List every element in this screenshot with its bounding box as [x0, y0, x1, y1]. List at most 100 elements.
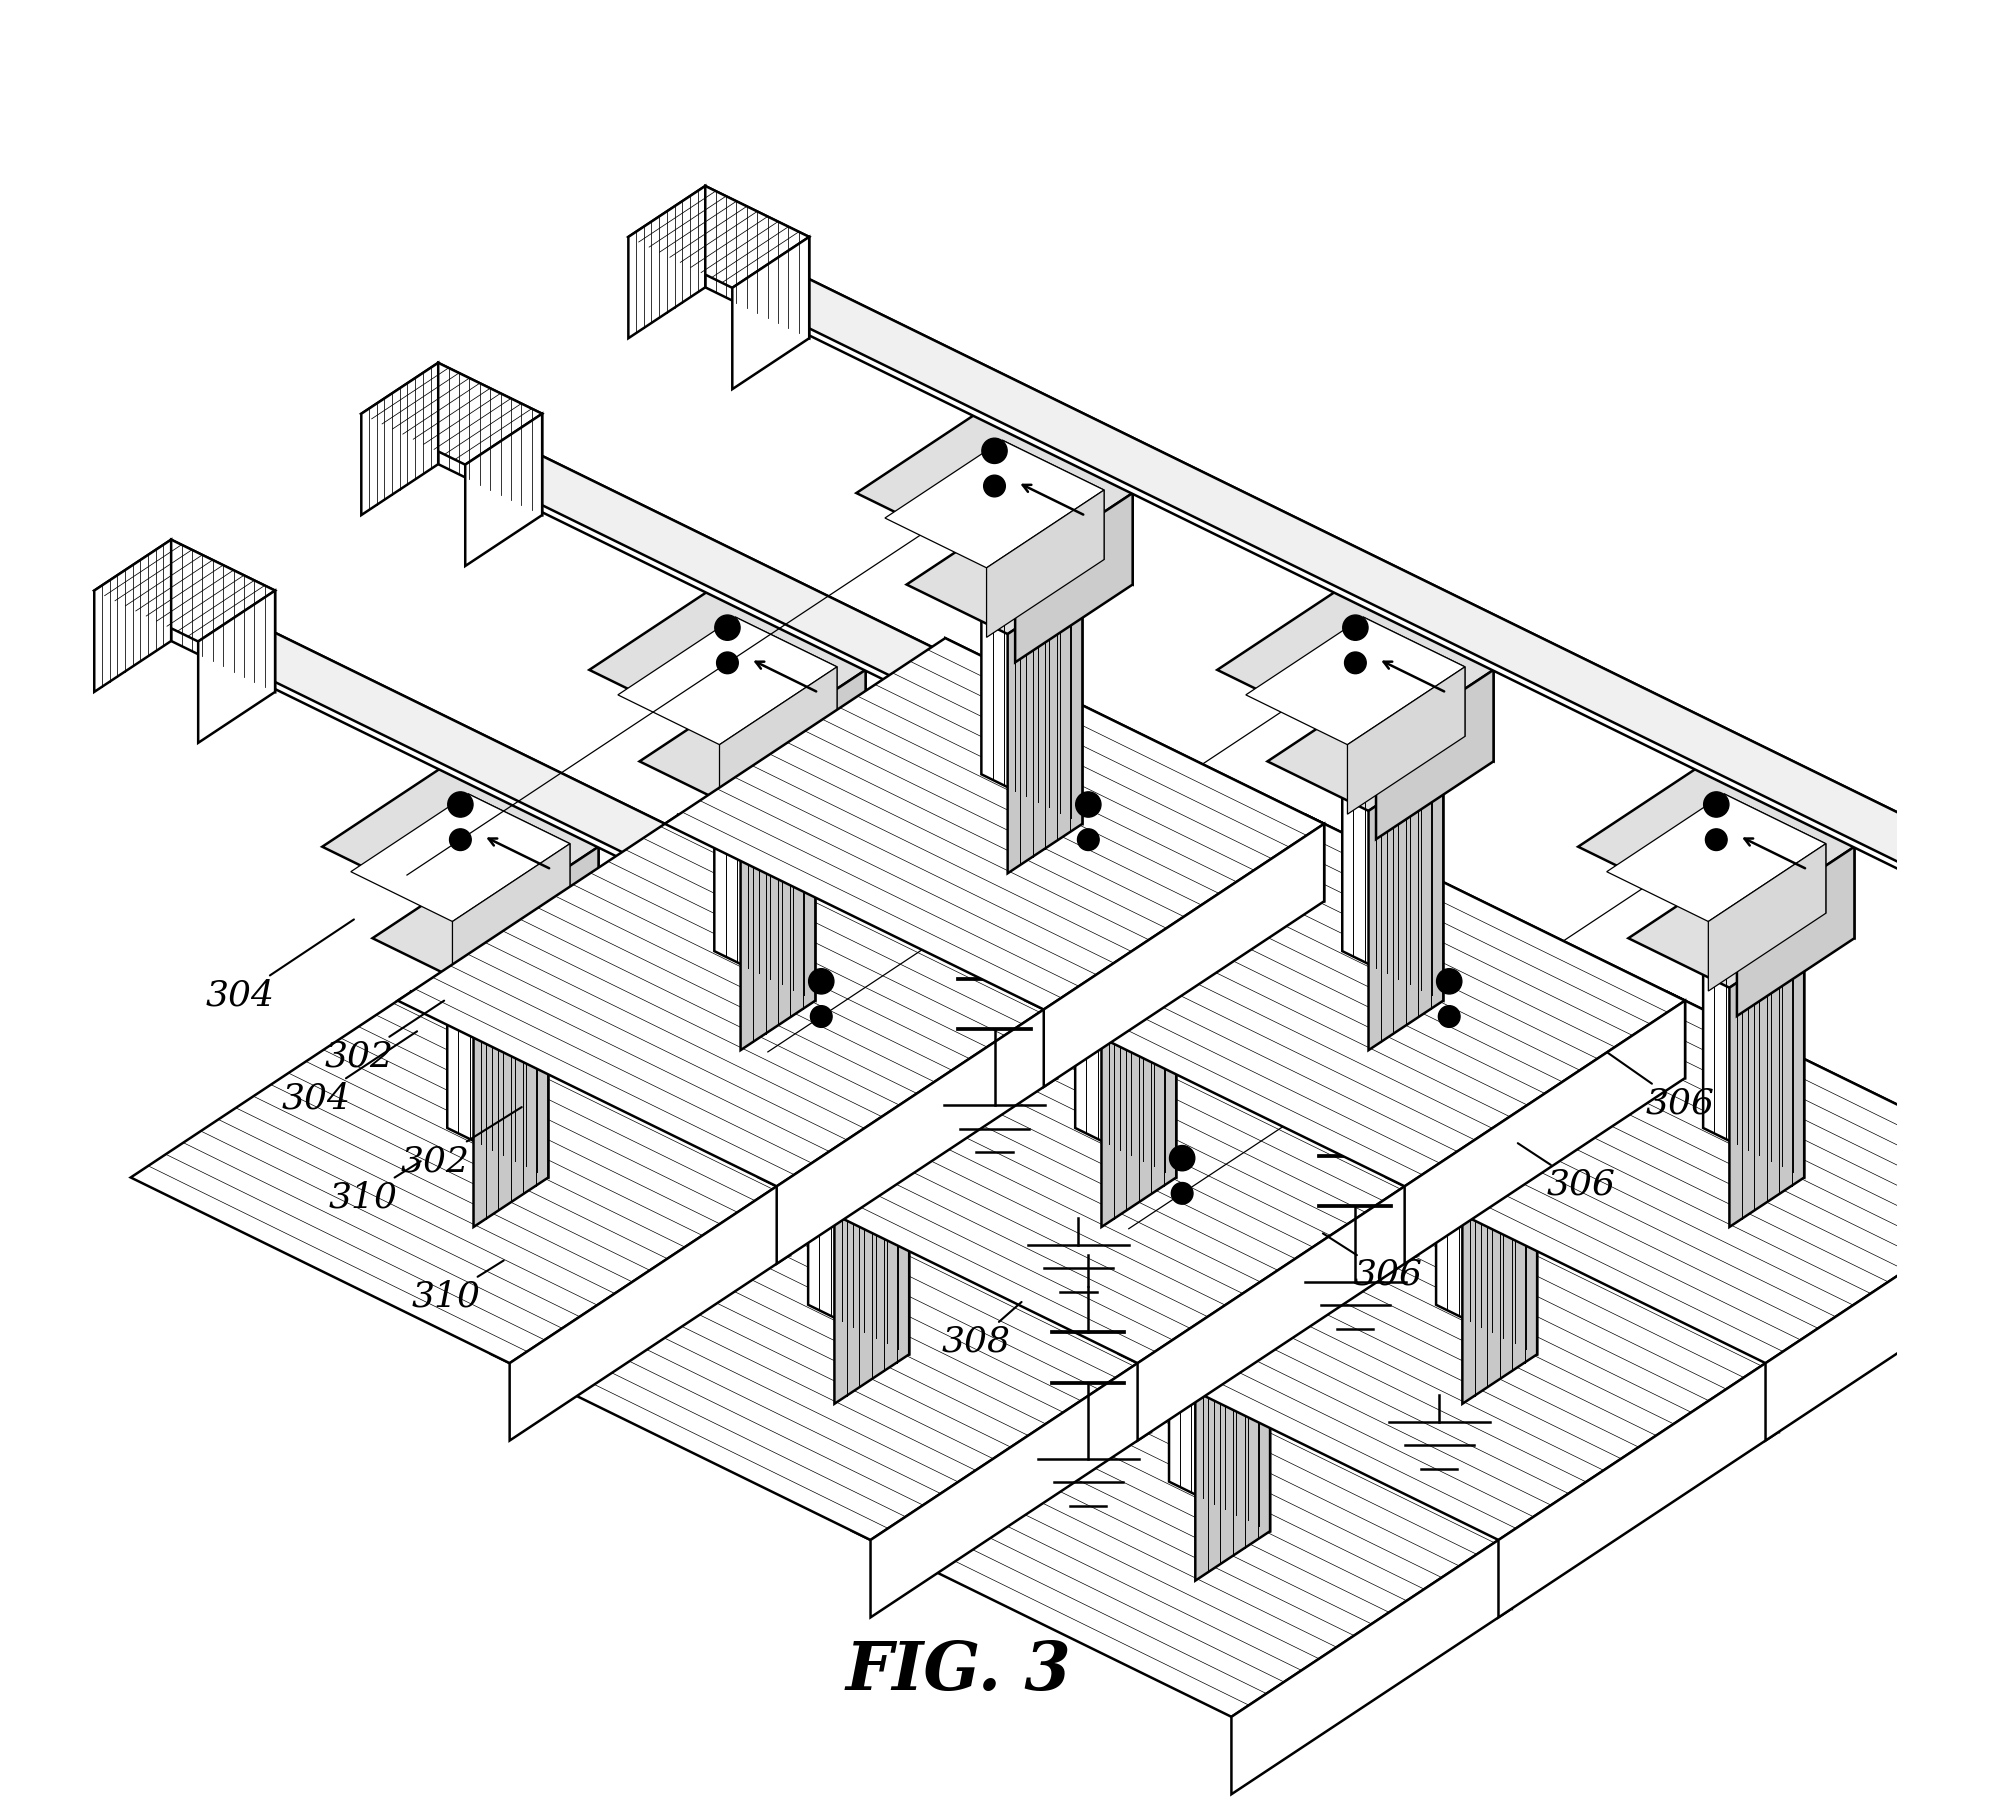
Polygon shape: [1376, 670, 1494, 840]
Polygon shape: [1038, 992, 1418, 1254]
Polygon shape: [1728, 938, 1804, 1227]
Polygon shape: [171, 539, 274, 691]
Polygon shape: [758, 992, 1418, 1363]
Polygon shape: [215, 624, 259, 710]
Polygon shape: [1110, 847, 1227, 1015]
Polygon shape: [1138, 1178, 1418, 1441]
Polygon shape: [1044, 1122, 1321, 1278]
Polygon shape: [1347, 666, 1466, 815]
Polygon shape: [1436, 1066, 1537, 1354]
Polygon shape: [322, 769, 599, 925]
Polygon shape: [1162, 1122, 1321, 1292]
Polygon shape: [772, 1169, 1152, 1432]
Polygon shape: [1068, 769, 1227, 938]
Polygon shape: [473, 938, 549, 1227]
Polygon shape: [372, 889, 549, 988]
Circle shape: [1170, 1146, 1195, 1171]
Polygon shape: [1404, 1001, 1685, 1263]
Polygon shape: [714, 711, 815, 1001]
Polygon shape: [525, 447, 1701, 1081]
Polygon shape: [732, 237, 810, 389]
Polygon shape: [1203, 1200, 1321, 1370]
Polygon shape: [736, 617, 837, 737]
Polygon shape: [1925, 847, 1969, 932]
Polygon shape: [1498, 1354, 1778, 1618]
Polygon shape: [945, 639, 1325, 901]
Polygon shape: [857, 414, 1132, 570]
Polygon shape: [1341, 970, 1559, 1099]
Polygon shape: [979, 795, 1197, 921]
Polygon shape: [734, 1066, 909, 1164]
Polygon shape: [589, 592, 865, 748]
Circle shape: [1078, 829, 1100, 851]
Polygon shape: [1189, 1148, 1291, 1267]
Polygon shape: [885, 440, 1104, 568]
Circle shape: [716, 652, 738, 673]
Polygon shape: [750, 272, 792, 355]
Polygon shape: [1174, 1198, 1291, 1345]
Polygon shape: [465, 414, 543, 567]
Polygon shape: [350, 795, 571, 921]
Polygon shape: [664, 639, 1325, 1010]
Polygon shape: [1080, 843, 1197, 992]
Text: 302: 302: [400, 1108, 521, 1178]
Polygon shape: [412, 992, 790, 1254]
Circle shape: [1172, 1182, 1193, 1204]
Polygon shape: [1096, 795, 1197, 914]
Polygon shape: [1217, 592, 1494, 748]
Polygon shape: [829, 970, 931, 1090]
Polygon shape: [712, 970, 931, 1099]
Polygon shape: [1044, 824, 1325, 1086]
Polygon shape: [1703, 889, 1804, 1178]
Polygon shape: [93, 539, 274, 641]
Polygon shape: [362, 362, 438, 516]
Polygon shape: [467, 795, 571, 914]
Circle shape: [1076, 791, 1102, 816]
Polygon shape: [1102, 938, 1175, 1227]
Polygon shape: [1428, 947, 1587, 1115]
Polygon shape: [1659, 1024, 1701, 1110]
Polygon shape: [1368, 762, 1444, 1050]
Circle shape: [810, 1006, 831, 1028]
Polygon shape: [871, 1354, 1152, 1618]
Circle shape: [1343, 615, 1368, 641]
Polygon shape: [748, 670, 865, 840]
Circle shape: [983, 438, 1006, 463]
Polygon shape: [1577, 769, 1854, 925]
Polygon shape: [481, 847, 599, 1015]
Polygon shape: [1470, 1023, 1587, 1193]
Text: 302: 302: [324, 1001, 444, 1073]
Polygon shape: [951, 769, 1227, 925]
Text: 304: 304: [282, 1032, 418, 1115]
Text: 306: 306: [1607, 1053, 1715, 1120]
Polygon shape: [1072, 1148, 1291, 1276]
Polygon shape: [835, 1115, 909, 1405]
Polygon shape: [448, 889, 549, 1178]
Polygon shape: [1195, 1292, 1271, 1580]
Circle shape: [1345, 652, 1366, 673]
Polygon shape: [1629, 889, 1804, 988]
Circle shape: [985, 476, 1004, 496]
Polygon shape: [1231, 1531, 1512, 1794]
Polygon shape: [808, 1066, 909, 1354]
Polygon shape: [1724, 795, 1826, 914]
Polygon shape: [1709, 843, 1826, 992]
Polygon shape: [1442, 1021, 1559, 1167]
Polygon shape: [802, 947, 959, 1115]
Polygon shape: [1458, 970, 1559, 1090]
Text: 310: 310: [412, 1260, 503, 1314]
Polygon shape: [1094, 1242, 1271, 1341]
Polygon shape: [814, 1021, 931, 1167]
Polygon shape: [1766, 1178, 1989, 1441]
Polygon shape: [1170, 1242, 1271, 1531]
Polygon shape: [750, 272, 1969, 876]
Polygon shape: [1392, 1200, 1434, 1285]
Polygon shape: [491, 1169, 1152, 1540]
Polygon shape: [1076, 889, 1175, 1178]
Circle shape: [1705, 829, 1726, 851]
Polygon shape: [1386, 992, 1989, 1363]
Polygon shape: [398, 814, 1056, 1186]
Text: 306: 306: [1323, 1233, 1422, 1292]
Polygon shape: [682, 947, 959, 1100]
Circle shape: [1705, 791, 1728, 816]
